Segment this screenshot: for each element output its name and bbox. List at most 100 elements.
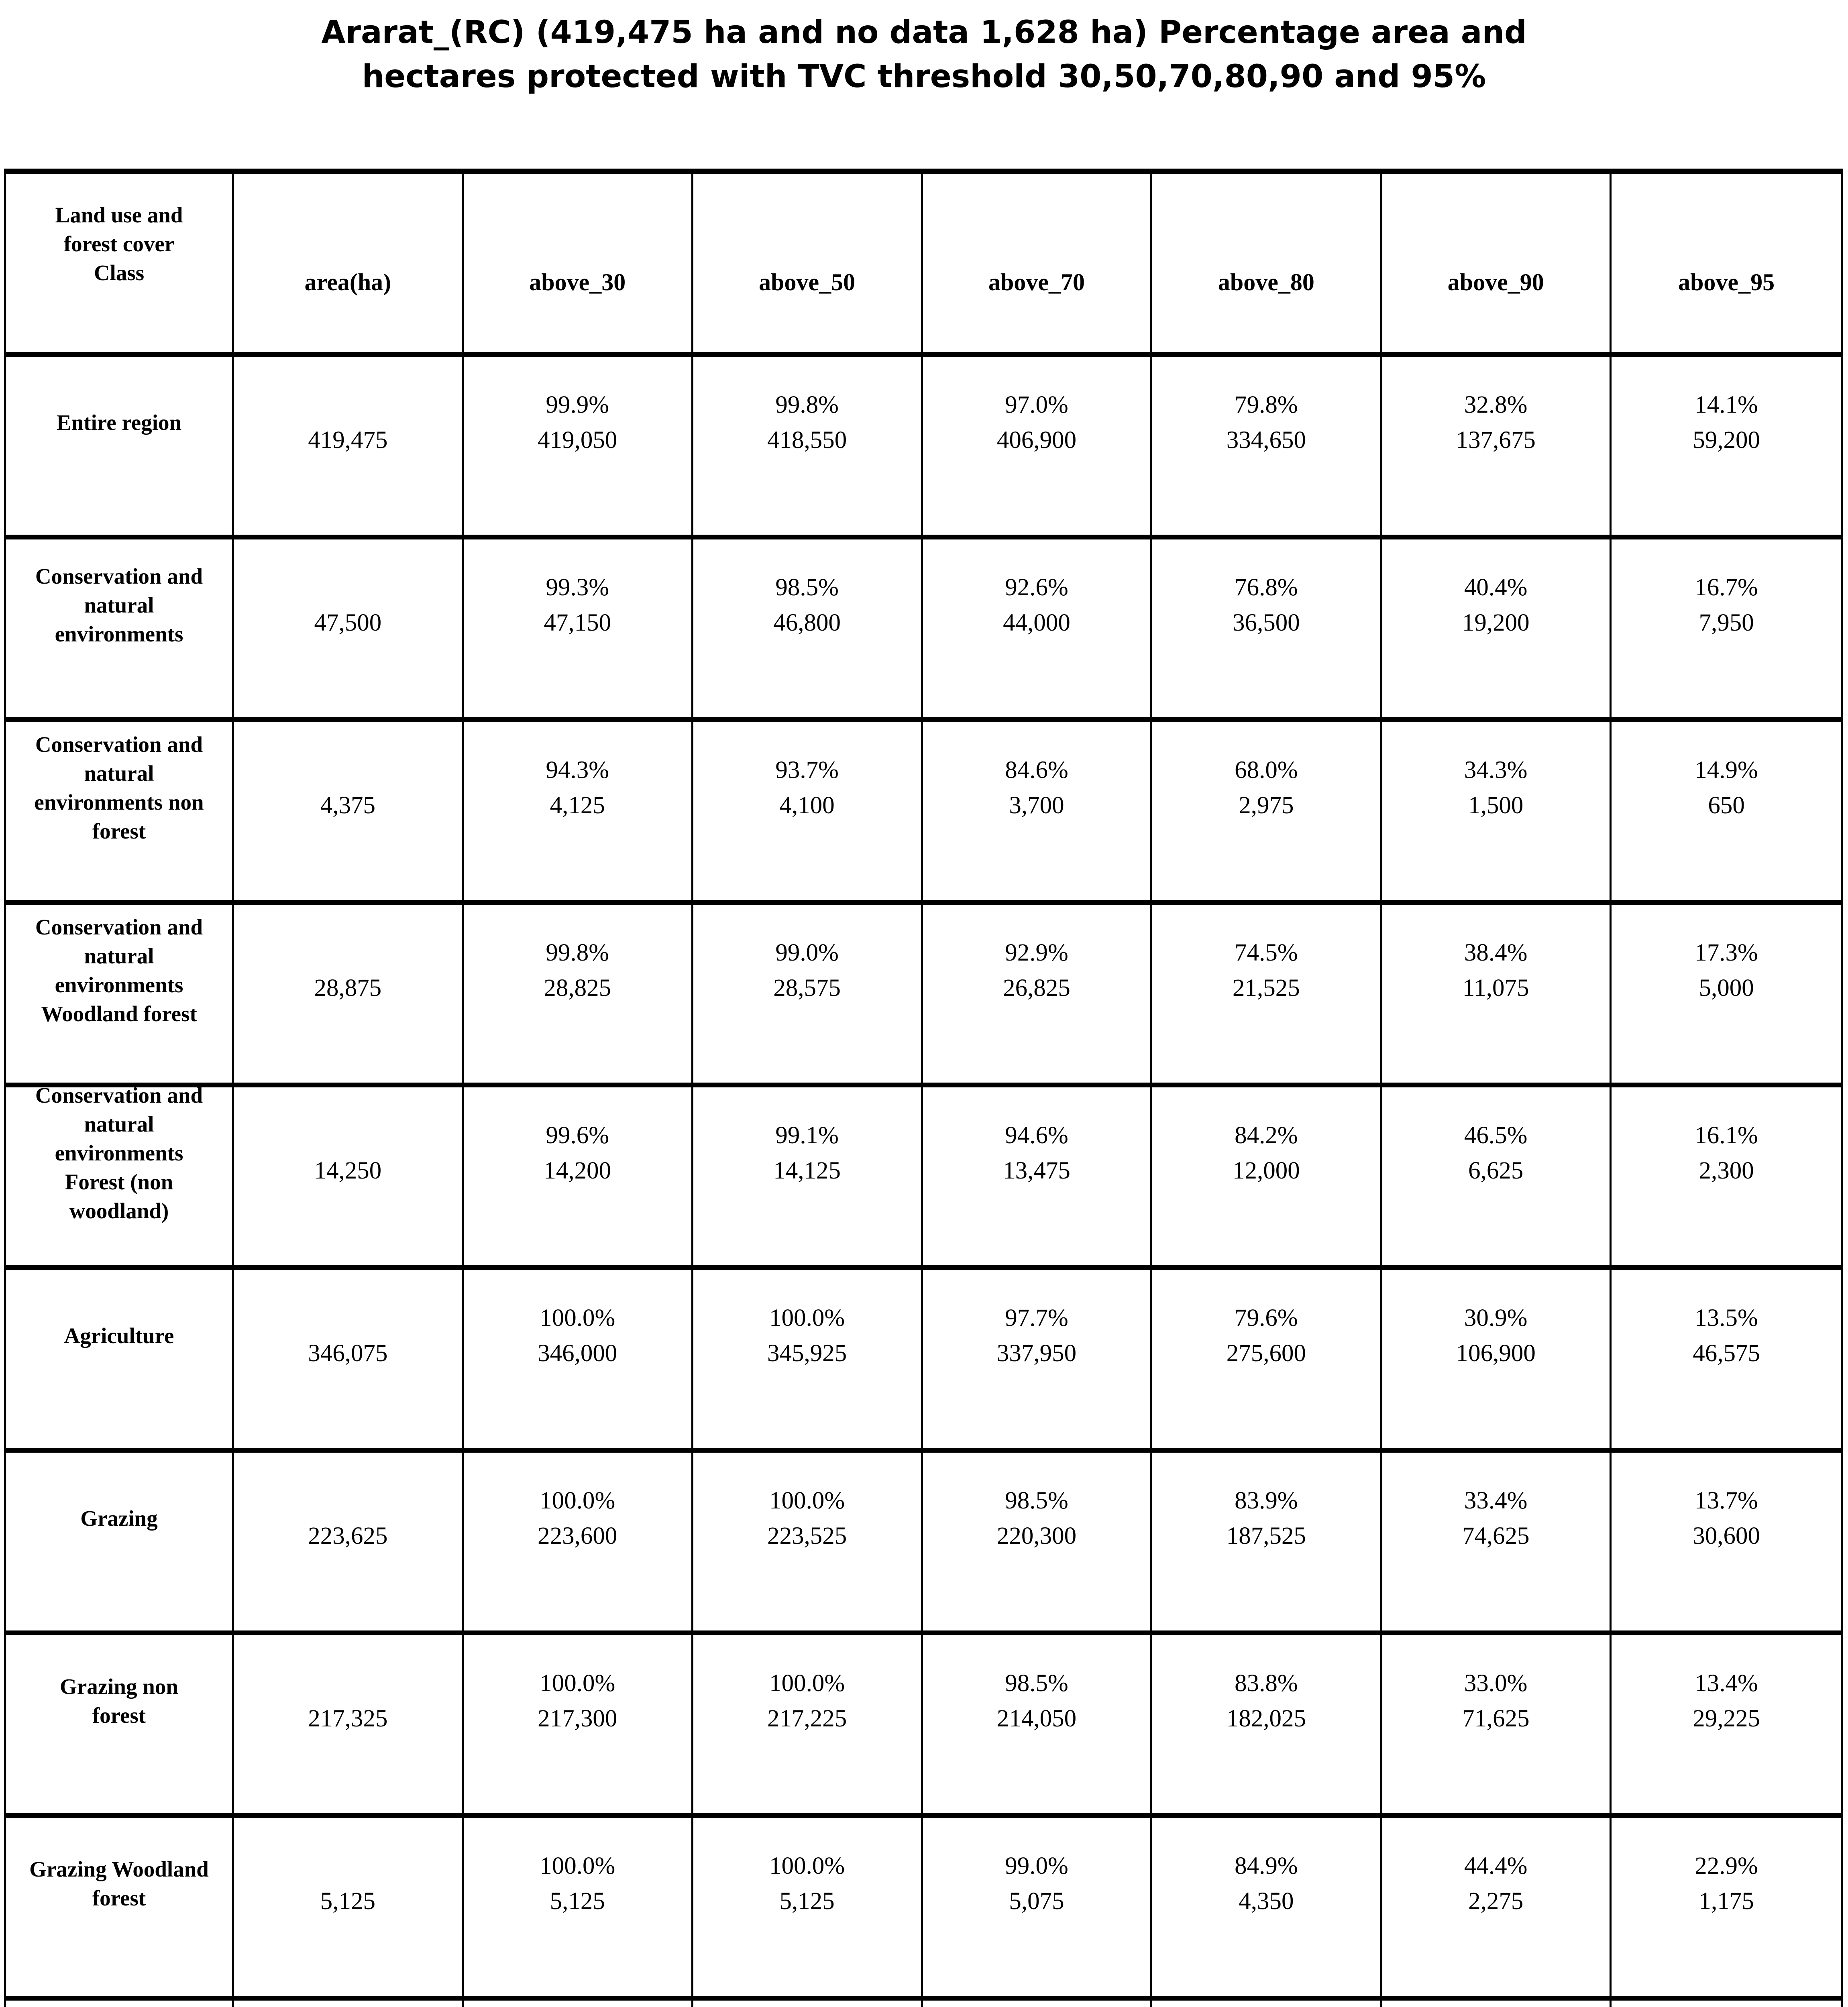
area-cell: 419,475 <box>234 357 464 535</box>
value-cell: 99.0% 5,075 <box>923 1818 1153 1996</box>
column-header: above_30 <box>464 174 693 352</box>
hectares-value: 345,925 <box>767 1340 847 1367</box>
hectares-value: 28,575 <box>773 975 841 1001</box>
hectares-value: 59,200 <box>1693 427 1760 454</box>
percent-value: 100.0% <box>769 1670 845 1697</box>
hectares-value: 3,700 <box>1009 792 1064 819</box>
percent-value: 44.4% <box>1464 1852 1528 1879</box>
hectares-value: 13,475 <box>1003 1157 1070 1184</box>
spacer <box>345 570 351 605</box>
hectares-value: 217,300 <box>538 1705 617 1732</box>
value-cell: 99.1% 14,125 <box>693 1087 923 1265</box>
value-cell: 38.4% 11,075 <box>1382 905 1612 1083</box>
value-cell: 13.7% 30,600 <box>1612 1453 1841 1630</box>
hectares-value: 187,525 <box>1226 1523 1306 1549</box>
value-cell: 100.0% 223,525 <box>693 1453 923 1630</box>
percent-value: 99.3% <box>546 574 609 601</box>
hectares-value: 220,300 <box>996 1523 1077 1549</box>
percent-value: 99.0% <box>1005 1852 1068 1879</box>
hectares-value: 334,650 <box>1226 427 1306 454</box>
percent-value: 100.0% <box>769 1487 845 1514</box>
value-cell: 92.9% 26,825 <box>923 905 1153 1083</box>
hectares-value: 217,225 <box>767 1705 847 1732</box>
percent-value: 83.9% <box>1235 1487 1298 1514</box>
hectares-value: 6,625 <box>1468 1157 1524 1184</box>
percent-value: 100.0% <box>540 1305 615 1331</box>
value-cell: 98.5% 214,050 <box>923 1635 1153 1813</box>
percent-value: 84.6% <box>1005 757 1068 784</box>
table-row: Conservation and natural environments 47… <box>6 539 1841 722</box>
title-line-2: hectares protected with TVC threshold 30… <box>362 59 1486 95</box>
percent-value: 98.5% <box>1005 1487 1068 1514</box>
percent-value: 13.7% <box>1695 1487 1758 1514</box>
spacer <box>345 1301 351 1336</box>
area-cell: 217,325 <box>234 1635 464 1813</box>
value-cell: 33.4% 74,625 <box>1382 1453 1612 1630</box>
percent-value: 98.5% <box>1005 1670 1068 1697</box>
spacer <box>345 1483 351 1518</box>
percent-value: 14.9% <box>1695 757 1758 784</box>
area-value: 419,475 <box>308 427 388 454</box>
row-label: Agriculture <box>6 1270 234 1448</box>
percent-value: 14.1% <box>1695 391 1758 418</box>
table-header-row: Land use and forest cover Class area(ha) a… <box>6 174 1841 357</box>
table-row: Cropping 121,125100.0%121,075100.0%121,0… <box>6 2001 1841 2007</box>
percent-value: 33.4% <box>1464 1487 1528 1514</box>
value-cell: 17.3% 5,000 <box>1612 905 1841 1083</box>
percent-value: 13.4% <box>1695 1670 1758 1697</box>
value-cell: 99.3% 47,150 <box>464 539 693 717</box>
percent-value: 79.8% <box>1235 391 1298 418</box>
hectares-value: 346,000 <box>538 1340 617 1367</box>
hectares-value: 5,125 <box>779 1888 835 1915</box>
spacer <box>345 753 351 788</box>
hectares-value: 2,300 <box>1699 1157 1754 1184</box>
hectares-value: 1,175 <box>1699 1888 1754 1915</box>
area-cell: 223,625 <box>234 1453 464 1630</box>
page-title: Ararat_(RC) (419,475 ha and no data 1,62… <box>0 10 1848 99</box>
percent-value: 99.6% <box>546 1122 609 1149</box>
value-cell: 99.8% 418,550 <box>693 357 923 535</box>
hectares-value: 14,125 <box>773 1157 841 1184</box>
hectares-value: 5,125 <box>550 1888 605 1915</box>
area-cell: 4,375 <box>234 722 464 900</box>
percent-value: 16.7% <box>1695 574 1758 601</box>
percent-value: 74.5% <box>1235 939 1298 966</box>
value-cell: 44.4% 2,275 <box>1382 1818 1612 1996</box>
area-cell: 5,125 <box>234 1818 464 1996</box>
value-cell: 13.4% 29,225 <box>1612 1635 1841 1813</box>
spacer <box>345 935 351 971</box>
value-cell: 34.3% 1,500 <box>1382 722 1612 900</box>
row-label: Conservation and natural environments Wo… <box>6 905 234 1083</box>
hectares-value: 74,625 <box>1462 1523 1530 1549</box>
hectares-value: 418,550 <box>767 427 847 454</box>
percent-value: 94.3% <box>546 757 609 784</box>
column-header: above_95 <box>1678 269 1775 295</box>
percent-value: 99.8% <box>775 391 839 418</box>
hectares-value: 2,975 <box>1239 792 1294 819</box>
column-header: Land use and forest cover Class <box>6 174 234 352</box>
hectares-value: 46,800 <box>773 609 841 636</box>
hectares-value: 26,825 <box>1003 975 1070 1001</box>
table-row: Conservation and natural environments Fo… <box>6 1087 1841 1270</box>
column-header: above_90 <box>1382 174 1612 352</box>
area-cell: 346,075 <box>234 1270 464 1448</box>
value-cell: 14.1% 59,200 <box>1612 357 1841 535</box>
value-cell: 99.9% 419,050 <box>464 357 693 535</box>
value-cell: 94.3% 4,125 <box>464 722 693 900</box>
value-cell: 99.6% 14,200 <box>464 1087 693 1265</box>
area-cell: 47,500 <box>234 539 464 717</box>
value-cell: 94.6% 13,475 <box>923 1087 1153 1265</box>
percent-value: 93.7% <box>775 757 839 784</box>
row-label: Cropping <box>6 2001 234 2007</box>
hectares-value: 4,350 <box>1239 1888 1294 1915</box>
area-cell: 28,875 <box>234 905 464 1083</box>
area-value: 346,075 <box>308 1340 388 1367</box>
percent-value: 46.5% <box>1464 1122 1528 1149</box>
percent-value: 76.8% <box>1235 574 1298 601</box>
area-value: 5,125 <box>320 1888 376 1915</box>
hectares-value: 44,000 <box>1003 609 1070 636</box>
value-cell: 93.7% 4,100 <box>693 722 923 900</box>
hectares-value: 47,150 <box>544 609 611 636</box>
table-row: Grazing non forest 217,325 100.0% 217,300 1… <box>6 1635 1841 1818</box>
percent-value: 99.9% <box>546 391 609 418</box>
